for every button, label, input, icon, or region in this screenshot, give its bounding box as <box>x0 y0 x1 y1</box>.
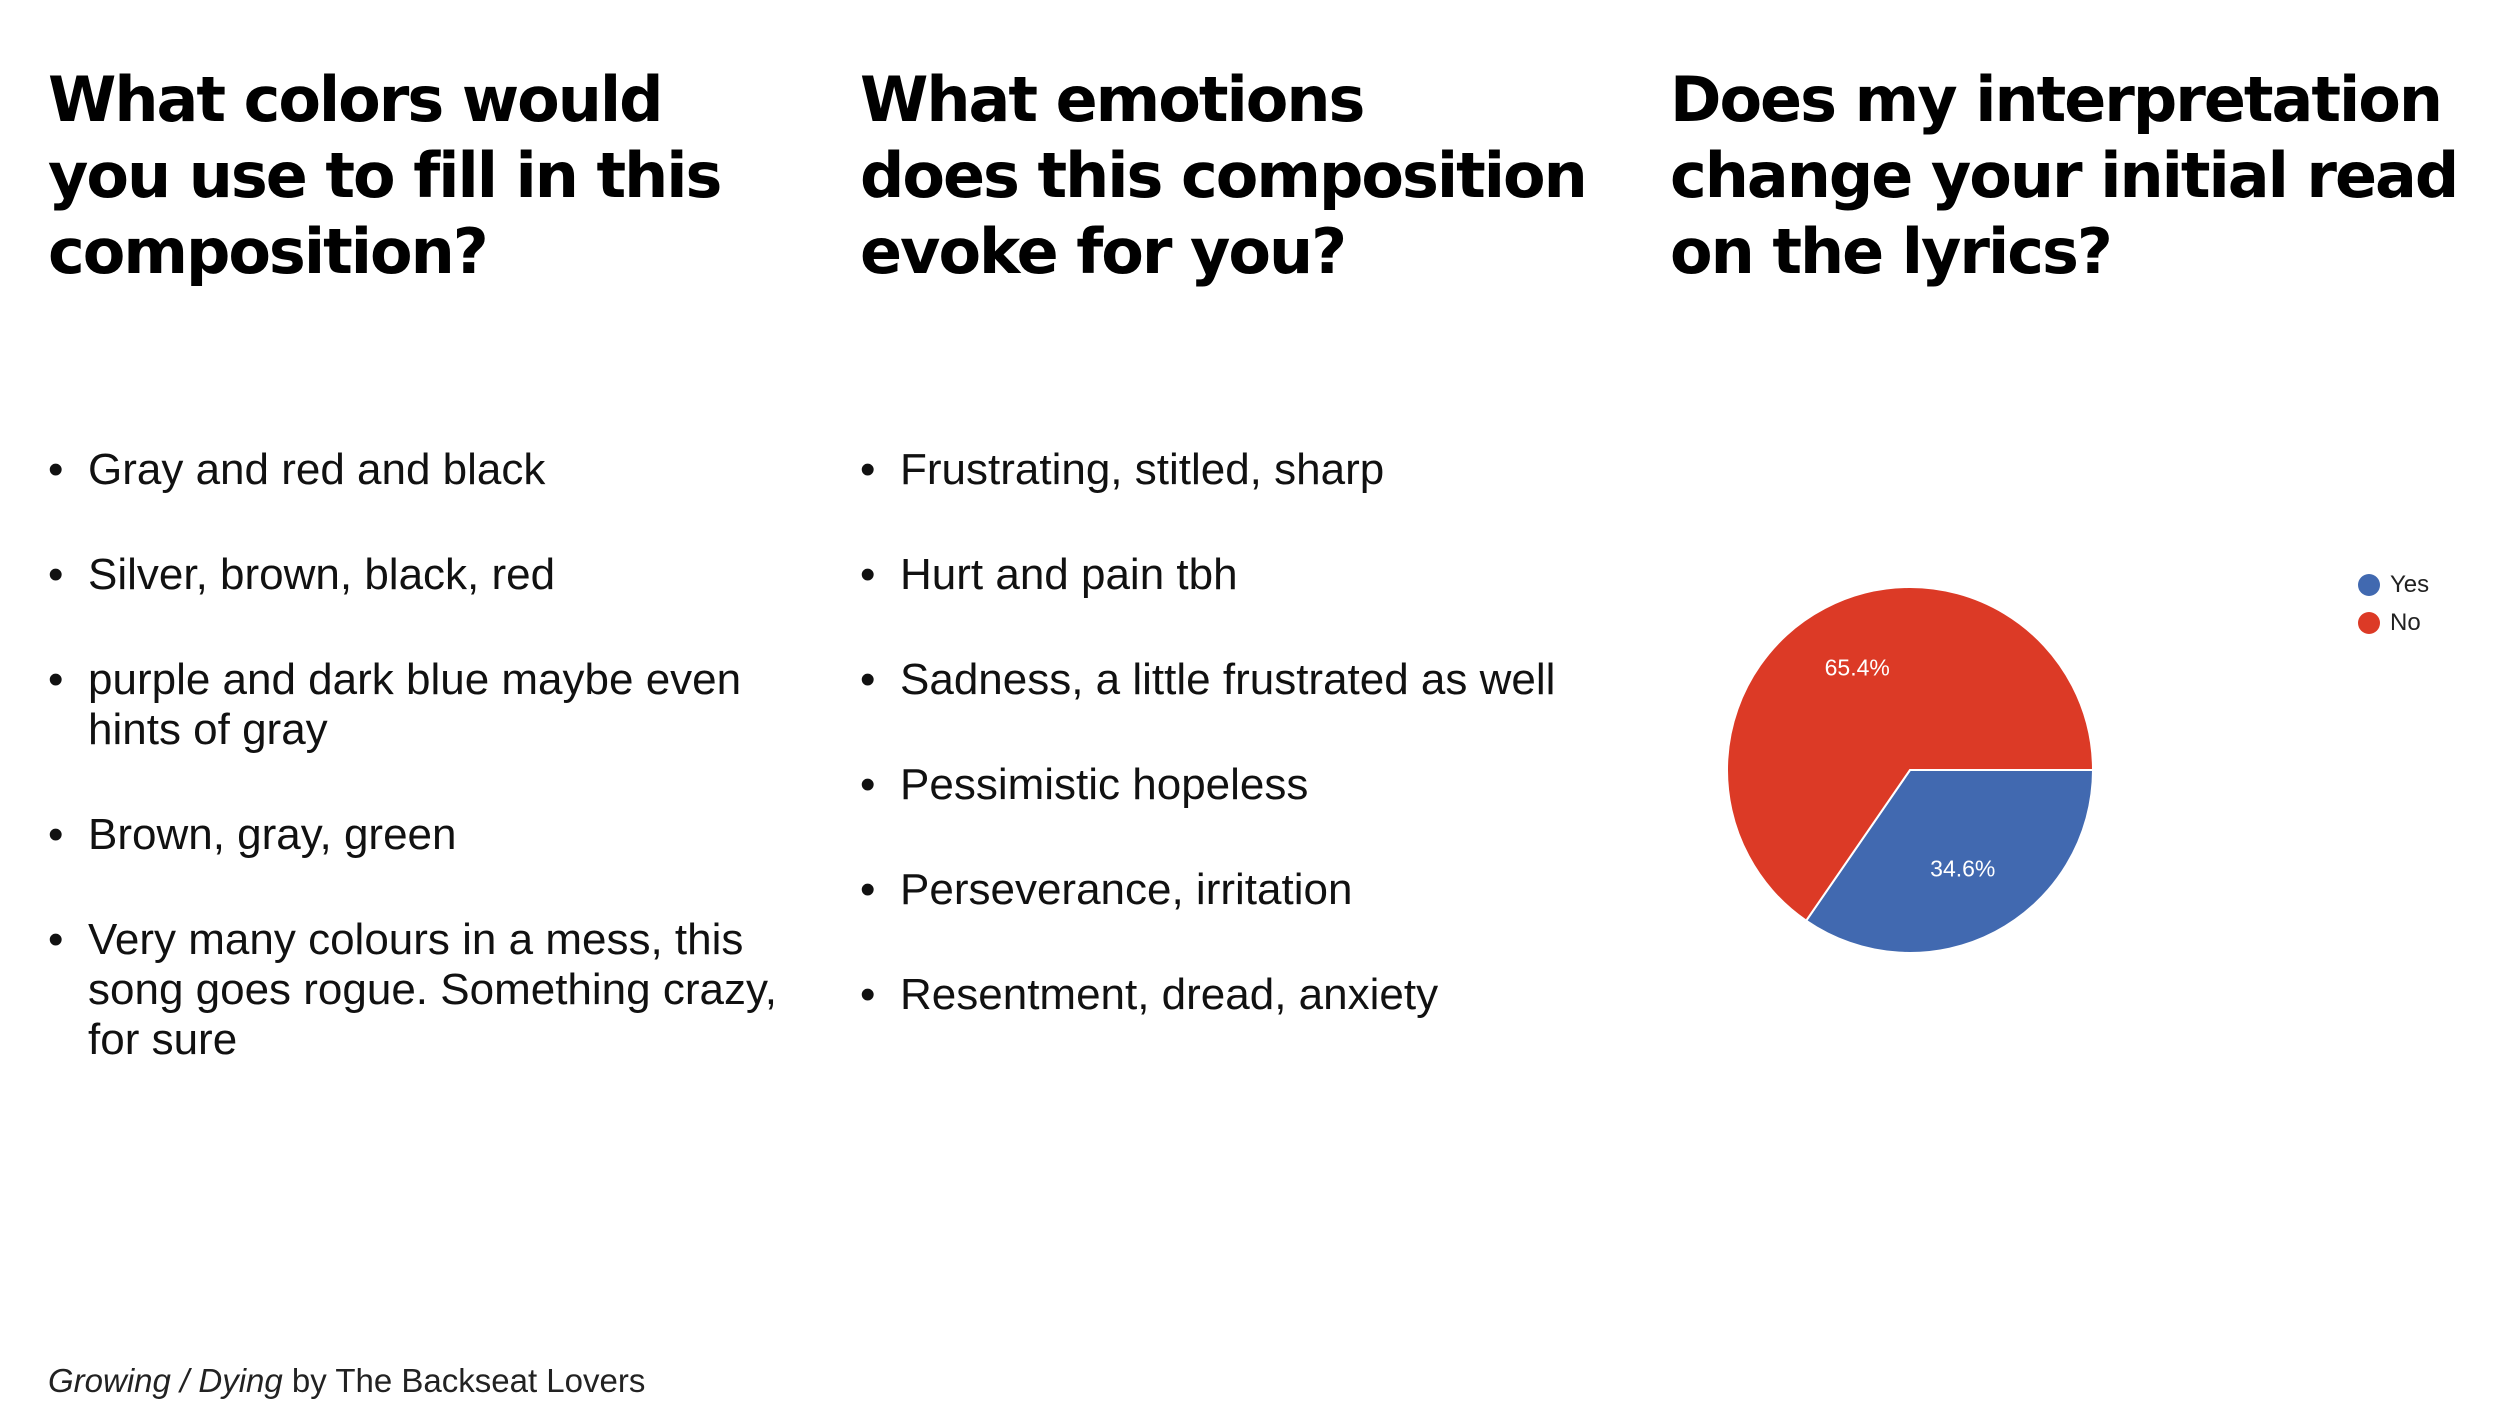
heading-line: you use to fill in this <box>48 139 722 212</box>
list-item: Very many colours in a mess, this song g… <box>48 915 808 1065</box>
heading-line: evoke for you? <box>860 215 1347 288</box>
list-item: purple and dark blue maybe even hints of… <box>48 655 808 755</box>
list-item: Pessimistic hopeless <box>860 760 1660 810</box>
heading-line: on the lyrics? <box>1670 215 2113 288</box>
legend-label-yes: Yes <box>2390 571 2430 598</box>
list-item: Silver, brown, black, red <box>48 550 808 600</box>
heading-line: composition? <box>48 215 489 288</box>
list-item: Brown, gray, green <box>48 810 808 860</box>
list-item: Sadness, a little frustrated as well <box>860 655 1660 705</box>
song-title: Growing / Dying <box>48 1362 283 1399</box>
heading-line: Does my interpretation <box>1670 63 2443 136</box>
list-item: Gray and red and black <box>48 445 808 495</box>
legend-swatch-yes <box>2358 574 2380 596</box>
list-item: Resentment, dread, anxiety <box>860 970 1660 1020</box>
colors-list: Gray and red and black Silver, brown, bl… <box>48 445 808 1120</box>
heading-interpretation: Does my interpretation change your initi… <box>1670 62 2480 290</box>
legend-swatch-no <box>2358 612 2380 634</box>
chart-legend: Yes No <box>2358 566 2429 642</box>
pie-chart: 34.6% 65.4% <box>1726 586 2095 954</box>
column-colors: What colors would you use to fill in thi… <box>48 62 808 290</box>
heading-colors: What colors would you use to fill in thi… <box>48 62 808 290</box>
emotions-list: Frustrating, stitled, sharp Hurt and pai… <box>860 445 1660 1075</box>
heading-line: change your initial read <box>1670 139 2459 212</box>
pie-label-no: 65.4% <box>1825 655 1890 681</box>
legend-label-no: No <box>2390 609 2421 636</box>
pie-slice-no <box>1726 586 2095 923</box>
column-emotions: What emotions does this composition evok… <box>860 62 1640 290</box>
pie-label-yes: 34.6% <box>1930 856 1995 882</box>
column-interpretation: Does my interpretation change your initi… <box>1670 62 2480 290</box>
heading-line: does this composition <box>860 139 1588 212</box>
heading-emotions: What emotions does this composition evok… <box>860 62 1640 290</box>
song-caption: Growing / Dying by The Backseat Lovers <box>48 1362 645 1400</box>
list-item: Hurt and pain tbh <box>860 550 1660 600</box>
legend-item-yes: Yes <box>2358 566 2429 604</box>
list-item: Frustrating, stitled, sharp <box>860 445 1660 495</box>
list-item: Perseverance, irritation <box>860 865 1660 915</box>
pie-slice-yes <box>1804 769 2095 954</box>
heading-line: What colors would <box>48 63 663 136</box>
song-artist: by The Backseat Lovers <box>282 1362 646 1399</box>
legend-item-no: No <box>2358 604 2429 642</box>
heading-line: What emotions <box>860 63 1365 136</box>
